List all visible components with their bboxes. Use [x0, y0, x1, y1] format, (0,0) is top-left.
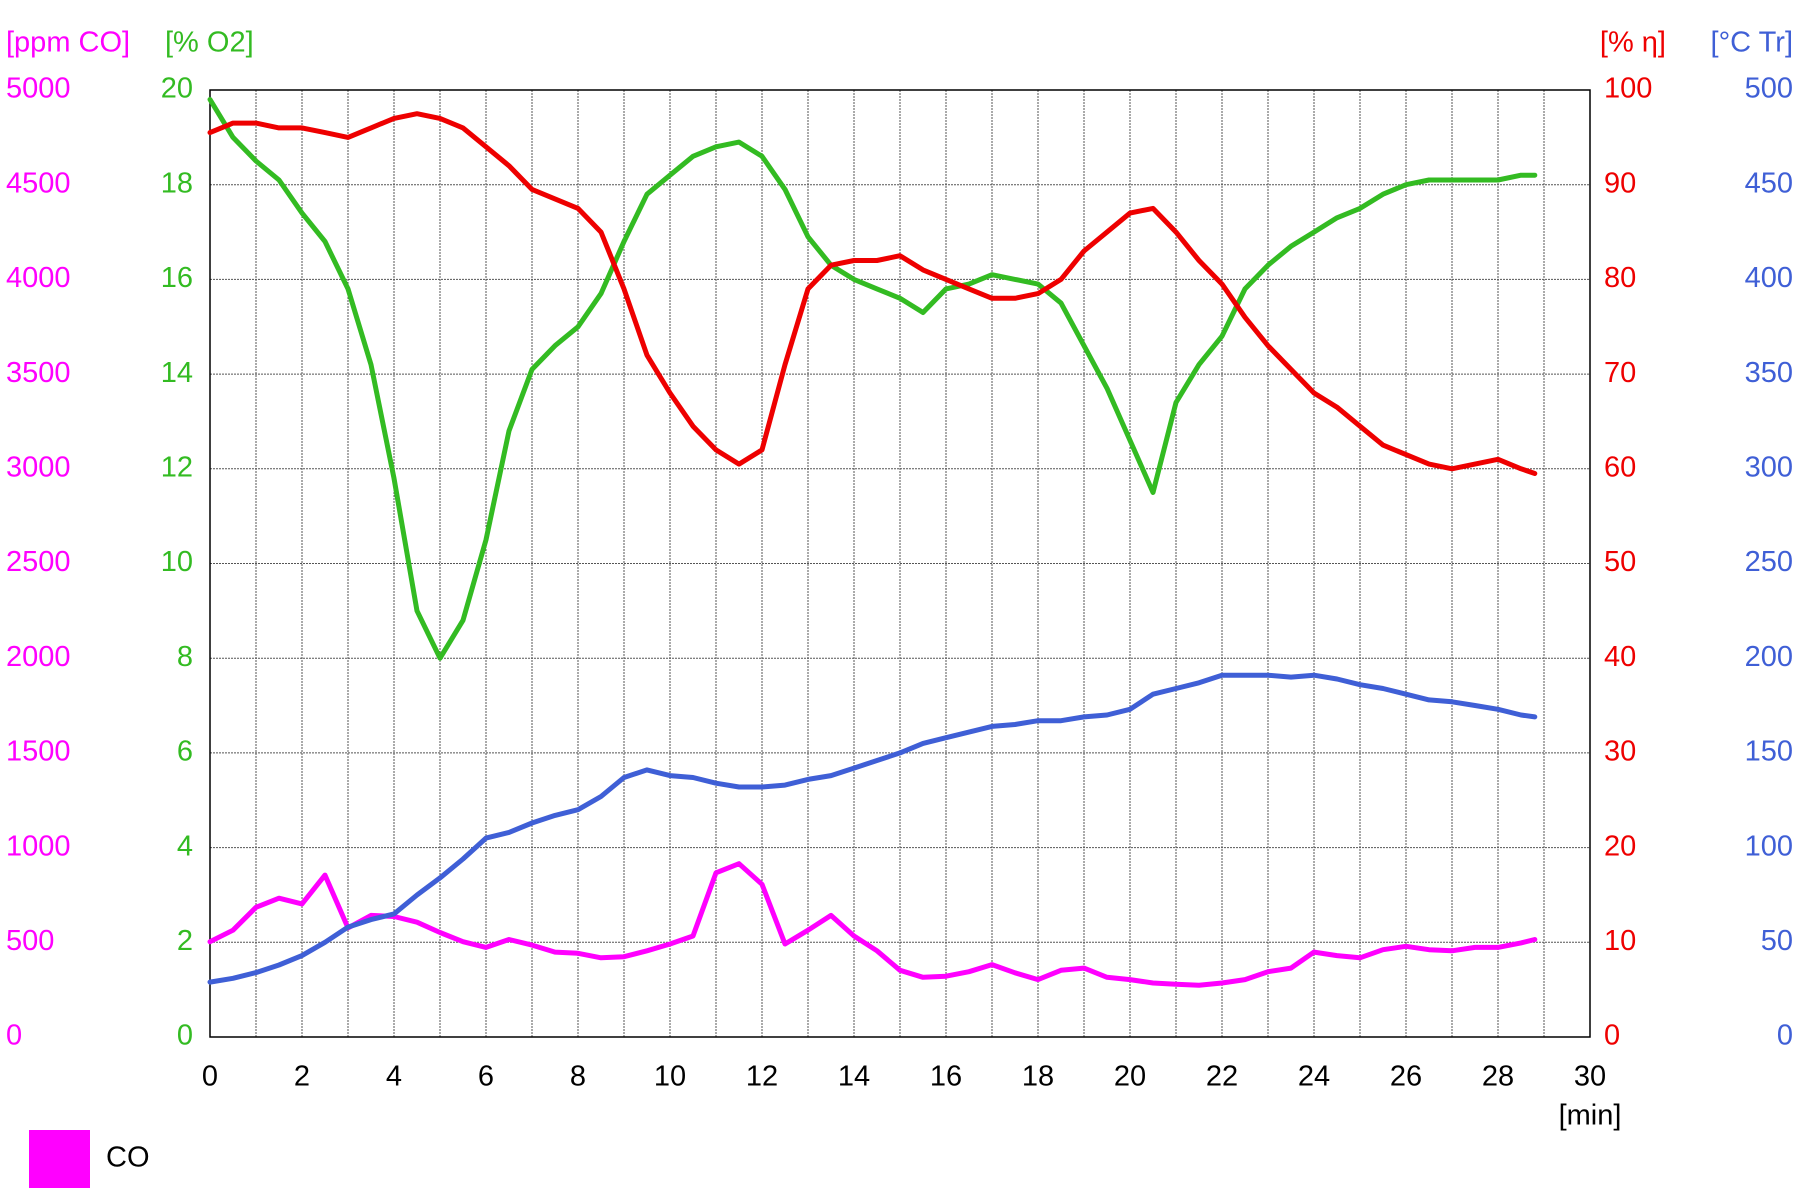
y-tick-label: 0 — [1777, 1020, 1793, 1052]
y-tick-label: 12 — [161, 451, 193, 483]
y-tick-label: 500 — [6, 925, 54, 957]
y-tick-label: 2000 — [6, 641, 71, 673]
x-axis-title: [min] — [1559, 1100, 1622, 1132]
data-line — [207, 672, 1538, 985]
y-tick-label: 0 — [6, 1020, 22, 1052]
y-tick-label: 30 — [1604, 736, 1636, 768]
y-tick-label: 300 — [1745, 451, 1793, 483]
y-tick-label: 20 — [1604, 830, 1636, 862]
y-tick-label: 10 — [161, 546, 193, 578]
x-tick-label: 8 — [570, 1061, 586, 1093]
y-tick-label: 100 — [1604, 73, 1652, 105]
y-tick-label: 450 — [1745, 167, 1793, 199]
y-tick-label: 100 — [1745, 830, 1793, 862]
y-tick-label: 400 — [1745, 262, 1793, 294]
y-tick-label: 0 — [177, 1020, 193, 1052]
axis-title: [% η] — [1600, 27, 1666, 59]
y-tick-label: 18 — [161, 167, 193, 199]
y-tick-label: 200 — [1745, 641, 1793, 673]
x-tick-label: 18 — [1022, 1061, 1054, 1093]
y-tick-label: 1000 — [6, 830, 71, 862]
y-tick-label: 5000 — [6, 73, 71, 105]
data-line — [207, 111, 1538, 476]
data-line — [207, 861, 1538, 988]
y-tick-label: 40 — [1604, 641, 1636, 673]
y-tick-label: 150 — [1745, 736, 1793, 768]
y-tick-label: 90 — [1604, 167, 1636, 199]
x-tick-label: 26 — [1390, 1061, 1422, 1093]
y-tick-label: 4000 — [6, 262, 71, 294]
x-tick-label: 4 — [386, 1061, 402, 1093]
x-tick-label: 22 — [1206, 1061, 1238, 1093]
y-tick-label: 500 — [1745, 73, 1793, 105]
x-tick-label: 30 — [1574, 1061, 1606, 1093]
x-tick-label: 12 — [746, 1061, 778, 1093]
y-tick-label: 50 — [1761, 925, 1793, 957]
y-tick-label: 70 — [1604, 357, 1636, 389]
y-tick-label: 0 — [1604, 1020, 1620, 1052]
x-tick-label: 14 — [838, 1061, 870, 1093]
y-tick-label: 60 — [1604, 451, 1636, 483]
y-tick-label: 16 — [161, 262, 193, 294]
x-tick-label: 0 — [202, 1061, 218, 1093]
y-tick-label: 50 — [1604, 546, 1636, 578]
y-tick-label: 14 — [161, 357, 193, 389]
data-line — [207, 97, 1538, 661]
y-tick-label: 4500 — [6, 167, 71, 199]
x-tick-label: 10 — [654, 1061, 686, 1093]
y-tick-label: 8 — [177, 641, 193, 673]
x-tick-label: 6 — [478, 1061, 494, 1093]
y-tick-label: 350 — [1745, 357, 1793, 389]
y-tick-label: 2 — [177, 925, 193, 957]
y-tick-label: 3500 — [6, 357, 71, 389]
x-tick-label: 20 — [1114, 1061, 1146, 1093]
axis-title: [°C Tr] — [1711, 27, 1793, 59]
y-tick-label: 2500 — [6, 546, 71, 578]
y-tick-label: 10 — [1604, 925, 1636, 957]
legend-swatch — [29, 1130, 90, 1188]
y-tick-label: 1500 — [6, 736, 71, 768]
legend-label: CO — [106, 1142, 150, 1174]
y-tick-label: 4 — [177, 830, 193, 862]
axis-title: [ppm CO] — [6, 27, 130, 59]
x-tick-label: 24 — [1298, 1061, 1330, 1093]
y-tick-label: 20 — [161, 73, 193, 105]
x-tick-label: 28 — [1482, 1061, 1514, 1093]
y-tick-label: 6 — [177, 736, 193, 768]
y-tick-label: 3000 — [6, 451, 71, 483]
plot-border — [209, 89, 1591, 1038]
axis-title: [% O2] — [165, 27, 254, 59]
x-tick-label: 2 — [294, 1061, 310, 1093]
y-tick-label: 80 — [1604, 262, 1636, 294]
y-tick-label: 250 — [1745, 546, 1793, 578]
x-tick-label: 16 — [930, 1061, 962, 1093]
